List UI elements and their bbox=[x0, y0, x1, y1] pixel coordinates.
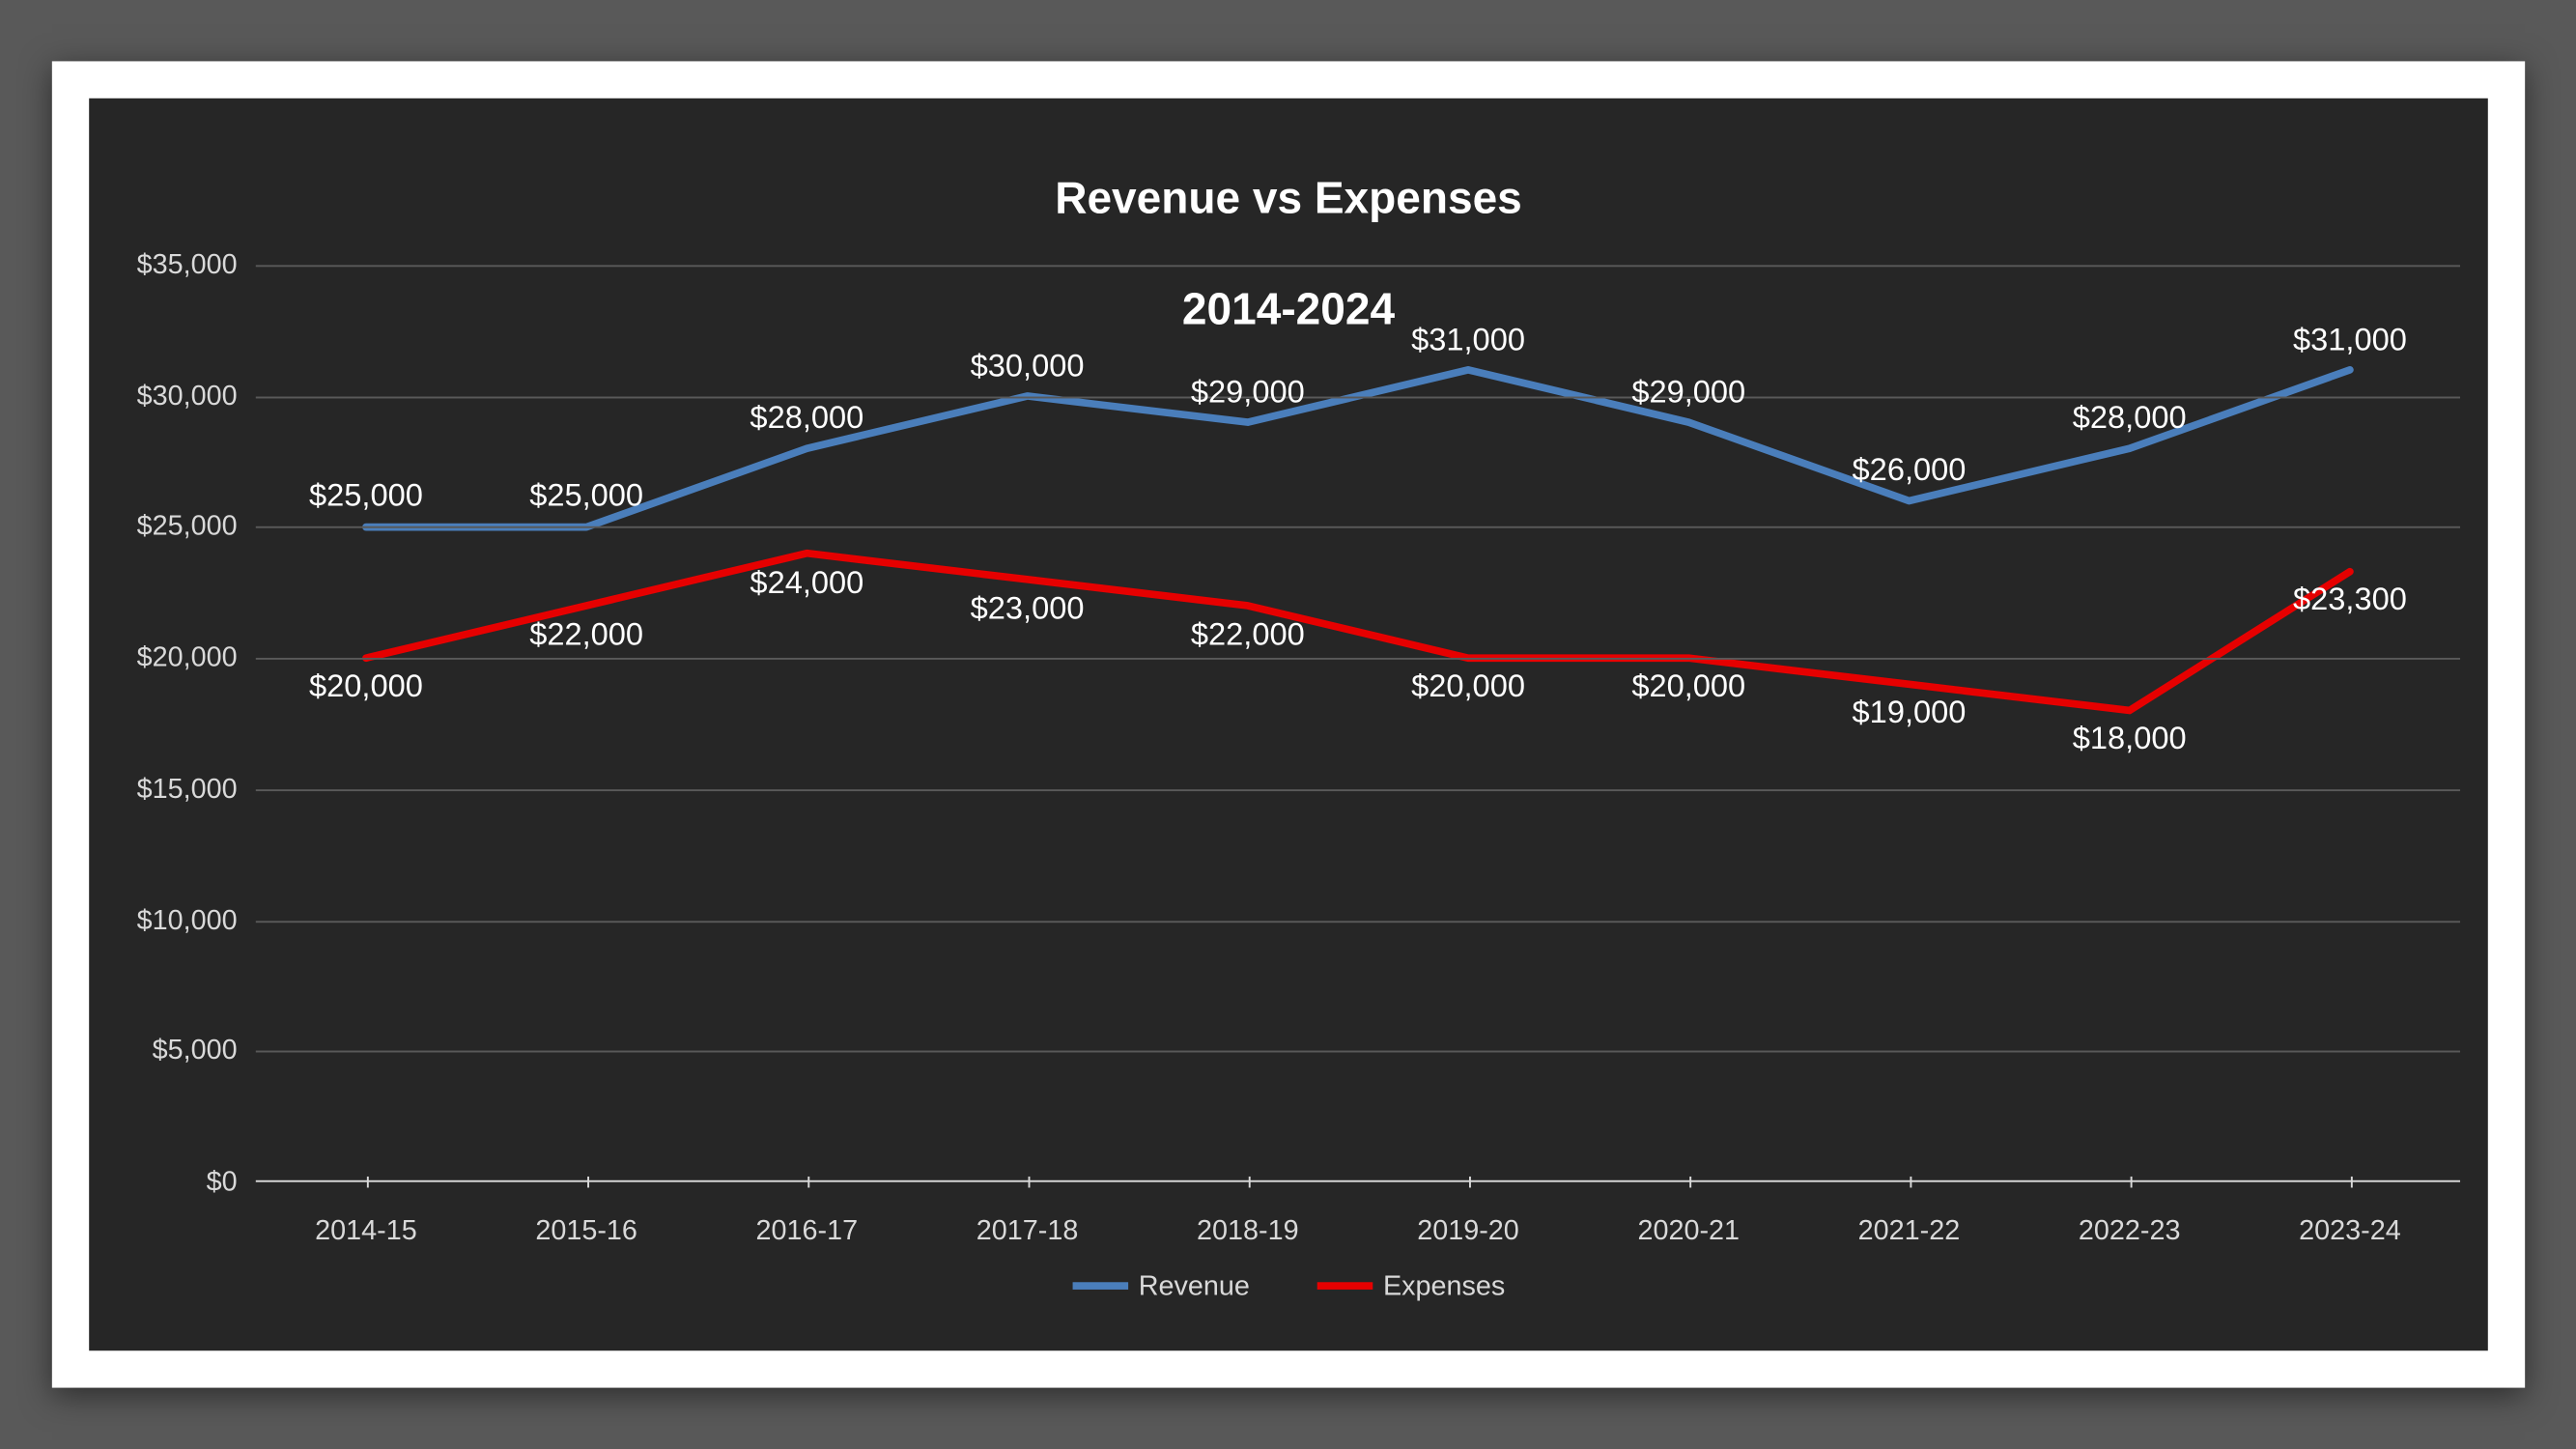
x-tick-label: 2017-18 bbox=[976, 1215, 1078, 1247]
x-tick-mark bbox=[365, 1177, 367, 1188]
data-label: $26,000 bbox=[1852, 453, 1966, 490]
x-tick-label: 2018-19 bbox=[1197, 1215, 1299, 1247]
chart-title-line-1: Revenue vs Expenses bbox=[1055, 174, 1522, 224]
y-tick-label: $10,000 bbox=[136, 904, 237, 936]
gridline bbox=[255, 1051, 2459, 1053]
legend-label: Expenses bbox=[1382, 1270, 1504, 1302]
data-label: $28,000 bbox=[750, 400, 863, 437]
legend-item-expenses: Expenses bbox=[1316, 1270, 1504, 1302]
x-tick-mark bbox=[1468, 1177, 1470, 1188]
data-label: $28,000 bbox=[2072, 400, 2186, 437]
plot-area: $0$5,000$10,000$15,000$20,000$25,000$30,… bbox=[255, 265, 2459, 1181]
legend-swatch bbox=[1071, 1282, 1127, 1290]
x-tick-mark bbox=[1909, 1177, 1911, 1188]
y-tick-label: $30,000 bbox=[136, 381, 237, 412]
x-tick-label: 2022-23 bbox=[2078, 1215, 2180, 1247]
x-tick-mark bbox=[1688, 1177, 1690, 1188]
gridline bbox=[255, 527, 2459, 529]
series-line-expenses bbox=[365, 554, 2349, 711]
legend-item-revenue: Revenue bbox=[1071, 1270, 1249, 1302]
x-tick-mark bbox=[1027, 1177, 1029, 1188]
y-tick-label: $35,000 bbox=[136, 249, 237, 281]
data-label: $25,000 bbox=[529, 479, 643, 516]
x-tick-label: 2016-17 bbox=[755, 1215, 858, 1247]
y-tick-label: $0 bbox=[206, 1166, 237, 1198]
data-label: $31,000 bbox=[1411, 322, 1525, 358]
x-axis bbox=[255, 1180, 2459, 1182]
data-label: $18,000 bbox=[2072, 722, 2186, 758]
x-tick-label: 2014-15 bbox=[315, 1215, 417, 1247]
slide-frame: Revenue vs Expenses 2014-2024 $0$5,000$1… bbox=[51, 61, 2524, 1387]
data-label: $22,000 bbox=[529, 616, 643, 653]
data-label: $20,000 bbox=[308, 669, 422, 706]
x-tick-label: 2023-24 bbox=[2299, 1215, 2401, 1247]
y-tick-label: $20,000 bbox=[136, 642, 237, 674]
x-tick-mark bbox=[1247, 1177, 1249, 1188]
chart-legend: Revenue Expenses bbox=[89, 1265, 2488, 1301]
legend-label: Revenue bbox=[1138, 1270, 1249, 1302]
x-tick-mark bbox=[2349, 1177, 2351, 1188]
x-tick-mark bbox=[2129, 1177, 2131, 1188]
x-tick-mark bbox=[586, 1177, 588, 1188]
y-tick-label: $25,000 bbox=[136, 511, 237, 543]
data-label: $25,000 bbox=[308, 479, 422, 516]
gridline bbox=[255, 920, 2459, 922]
data-label: $22,000 bbox=[1190, 616, 1304, 653]
gridline bbox=[255, 396, 2459, 398]
chart-panel: Revenue vs Expenses 2014-2024 $0$5,000$1… bbox=[89, 99, 2488, 1350]
x-tick-label: 2020-21 bbox=[1637, 1215, 1740, 1247]
data-label: $29,000 bbox=[1190, 374, 1304, 411]
x-tick-label: 2021-22 bbox=[1857, 1215, 1960, 1247]
gridline bbox=[255, 265, 2459, 267]
y-tick-label: $15,000 bbox=[136, 774, 237, 806]
x-tick-mark bbox=[807, 1177, 808, 1188]
legend-swatch bbox=[1316, 1282, 1372, 1290]
x-tick-label: 2019-20 bbox=[1417, 1215, 1519, 1247]
data-label: $19,000 bbox=[1852, 696, 1966, 732]
y-tick-label: $5,000 bbox=[152, 1036, 237, 1067]
data-label: $23,000 bbox=[970, 590, 1084, 627]
data-label: $31,000 bbox=[2292, 322, 2406, 358]
data-label: $30,000 bbox=[970, 348, 1084, 384]
data-label: $24,000 bbox=[750, 564, 863, 601]
data-label: $20,000 bbox=[1411, 669, 1525, 706]
data-label: $20,000 bbox=[1631, 669, 1745, 706]
gridline bbox=[255, 789, 2459, 791]
gridline bbox=[255, 658, 2459, 660]
data-label: $23,300 bbox=[2292, 582, 2406, 619]
series-line-revenue bbox=[365, 370, 2349, 527]
x-tick-label: 2015-16 bbox=[535, 1215, 637, 1247]
data-label: $29,000 bbox=[1631, 374, 1745, 411]
